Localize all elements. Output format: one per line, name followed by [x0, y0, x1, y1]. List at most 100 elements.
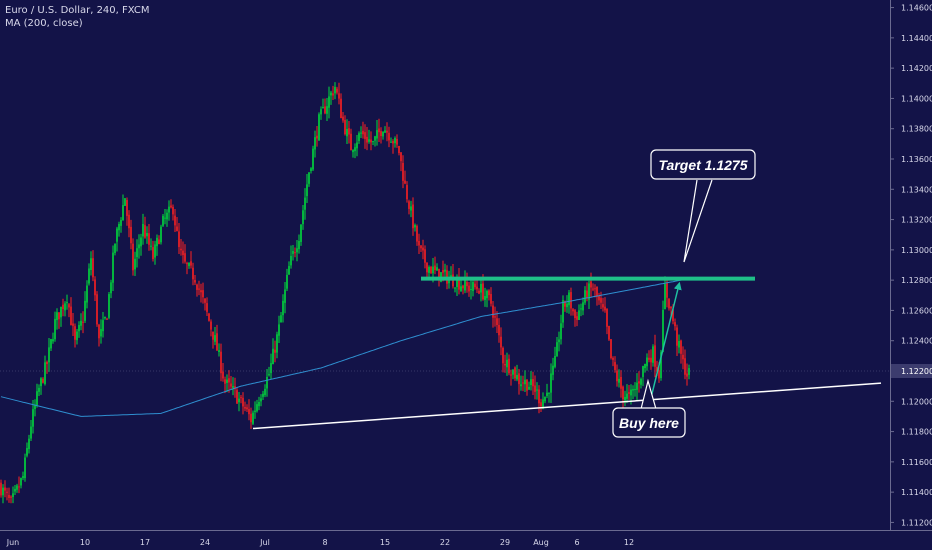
candle-body [568, 292, 570, 306]
candle-body [150, 245, 152, 247]
candle-body [300, 224, 302, 242]
candle-body [476, 286, 478, 290]
candle-body [178, 231, 180, 247]
candle-body [468, 285, 470, 292]
candle-body [0, 482, 2, 496]
candle-body [264, 388, 266, 396]
candle-body [586, 290, 588, 299]
candle-body [170, 205, 172, 208]
candle-body [36, 391, 38, 406]
candle-body [72, 323, 74, 326]
candle-body [158, 239, 160, 245]
candles [0, 82, 690, 504]
candle-body [366, 136, 368, 143]
candle-body [30, 426, 32, 439]
candle-body [234, 386, 236, 389]
candle-body [416, 226, 418, 242]
candle-body [212, 331, 214, 340]
candle-body [590, 281, 592, 288]
price-tick-label: 1.13600 [901, 155, 932, 164]
candle-body [676, 327, 678, 346]
candle-body [548, 392, 550, 394]
buy-callout-pointer [640, 378, 657, 410]
candle-body [352, 149, 354, 153]
candle-body [688, 368, 690, 375]
candle-body [84, 300, 86, 321]
candle-body [670, 306, 672, 309]
time-tick-label: 10 [80, 538, 90, 547]
candle-body [116, 228, 118, 242]
candle-body [168, 206, 170, 213]
candle-body [244, 406, 246, 409]
price-tick-label: 1.11200 [901, 518, 932, 527]
candle-body [68, 304, 70, 308]
candle-body [98, 324, 100, 339]
candle-body [296, 248, 298, 253]
candle-body [594, 288, 596, 290]
candle-body [138, 244, 140, 249]
candle-body [384, 130, 386, 133]
current-price-label: 1.12200 [901, 367, 932, 376]
candle-body [232, 386, 234, 389]
candle-body [678, 341, 680, 348]
candle-body [298, 240, 300, 250]
candle-body [66, 302, 68, 304]
candle-body [600, 298, 602, 303]
candle-body [462, 285, 464, 289]
candle-body [456, 278, 458, 288]
candle-body [480, 283, 482, 293]
candle-body [572, 309, 574, 312]
time-tick-label: 29 [500, 538, 510, 547]
candle-body [128, 214, 130, 229]
buy-callout-box [612, 407, 686, 438]
candle-body [108, 294, 110, 318]
candle-body [102, 320, 104, 332]
candle-body [664, 283, 666, 310]
candle-body [458, 277, 460, 290]
price-tick-label: 1.11600 [901, 458, 932, 467]
candle-body [426, 262, 428, 273]
candle-body [580, 308, 582, 310]
candle-body [92, 258, 94, 278]
candle-body [4, 487, 6, 491]
candle-body [280, 315, 282, 323]
candle-body [360, 132, 362, 134]
candle-body [438, 268, 440, 281]
candle-body [276, 334, 278, 353]
time-tick-label: 22 [440, 538, 450, 547]
candle-body [436, 267, 438, 271]
candle-body [684, 358, 686, 375]
candle-body [558, 339, 560, 343]
projection-arrow [650, 281, 682, 398]
candle-body [528, 386, 530, 390]
price-tick-label: 1.14000 [901, 94, 932, 103]
candle-body [86, 285, 88, 303]
candle-body [40, 378, 42, 387]
candle-body [330, 92, 332, 96]
support-trendline [252, 382, 882, 430]
candle-body [14, 488, 16, 492]
indicator-legend: MA (200, close) [5, 18, 83, 29]
candle-body [386, 130, 388, 133]
candle-body [18, 486, 20, 488]
candle-body [574, 310, 576, 319]
price-tick-label: 1.12600 [901, 306, 932, 315]
candle-body [410, 206, 412, 211]
price-tick-label: 1.12800 [901, 276, 932, 285]
candle-body [124, 198, 126, 206]
current-price-badge [891, 364, 932, 378]
candle-body [570, 292, 572, 309]
candle-body [328, 96, 330, 108]
candle-body [372, 140, 374, 142]
candle-body [302, 210, 304, 225]
candle-body [544, 396, 546, 402]
candle-body [662, 310, 664, 352]
candle-body [358, 133, 360, 141]
candle-body [466, 282, 468, 287]
candle-body [402, 162, 404, 181]
candle-body [546, 392, 548, 396]
candle-body [194, 280, 196, 283]
candle-body [88, 268, 90, 284]
